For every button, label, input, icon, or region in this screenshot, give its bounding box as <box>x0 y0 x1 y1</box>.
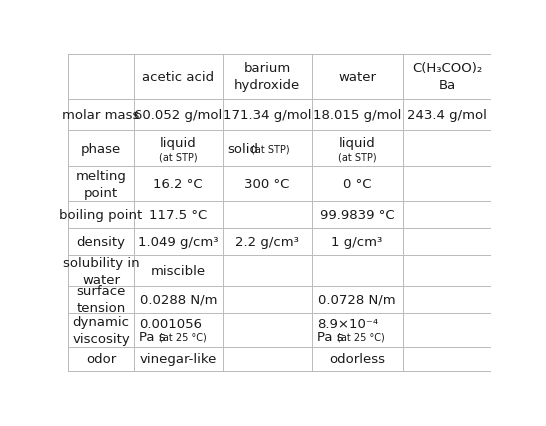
Bar <box>68 131 134 167</box>
Text: density: density <box>76 236 126 249</box>
Text: (at STP): (at STP) <box>251 144 290 154</box>
Bar <box>134 100 223 131</box>
Text: 60.052 g/mol: 60.052 g/mol <box>134 109 222 122</box>
Text: 99.9839 °C: 99.9839 °C <box>320 209 394 222</box>
Text: 0.0728 N/m: 0.0728 N/m <box>318 293 396 306</box>
Bar <box>223 202 312 229</box>
Text: 2.2 g/cm³: 2.2 g/cm³ <box>235 236 299 249</box>
Text: 0.001056: 0.001056 <box>139 317 202 331</box>
Bar <box>223 100 312 131</box>
Bar <box>134 256 223 286</box>
Bar <box>402 167 491 202</box>
Bar <box>134 347 223 371</box>
Text: water: water <box>338 71 376 83</box>
Bar <box>312 167 402 202</box>
Bar <box>134 229 223 256</box>
Bar <box>402 229 491 256</box>
Bar <box>402 131 491 167</box>
Bar <box>134 286 223 313</box>
Bar <box>402 256 491 286</box>
Text: odor: odor <box>86 353 116 366</box>
Text: 18.015 g/mol: 18.015 g/mol <box>313 109 401 122</box>
Bar <box>312 313 402 347</box>
Bar <box>223 347 312 371</box>
Text: solid: solid <box>228 142 259 155</box>
Bar <box>68 55 134 100</box>
Bar <box>402 286 491 313</box>
Text: boiling point: boiling point <box>60 209 143 222</box>
Text: barium
hydroxide: barium hydroxide <box>234 62 300 92</box>
Text: 0 °C: 0 °C <box>343 178 371 191</box>
Text: dynamic
viscosity: dynamic viscosity <box>72 315 130 345</box>
Text: odorless: odorless <box>329 353 385 366</box>
Bar <box>68 202 134 229</box>
Bar <box>134 313 223 347</box>
Bar <box>402 313 491 347</box>
Text: 16.2 °C: 16.2 °C <box>153 178 203 191</box>
Bar <box>68 286 134 313</box>
Bar <box>68 256 134 286</box>
Text: solubility in
water: solubility in water <box>63 256 139 286</box>
Text: acetic acid: acetic acid <box>142 71 215 83</box>
Bar <box>312 202 402 229</box>
Text: liquid: liquid <box>339 137 376 150</box>
Bar <box>134 202 223 229</box>
Bar <box>223 55 312 100</box>
Bar <box>68 167 134 202</box>
Bar <box>312 131 402 167</box>
Text: vinegar-like: vinegar-like <box>140 353 217 366</box>
Bar <box>402 55 491 100</box>
Text: Pa s: Pa s <box>139 330 165 343</box>
Bar <box>223 313 312 347</box>
Bar <box>68 229 134 256</box>
Text: (at 25 °C): (at 25 °C) <box>337 331 385 341</box>
Bar <box>223 131 312 167</box>
Text: 8.9×10⁻⁴: 8.9×10⁻⁴ <box>317 317 378 331</box>
Text: surface
tension: surface tension <box>76 285 126 314</box>
Bar <box>134 131 223 167</box>
Bar <box>223 167 312 202</box>
Text: Pa s: Pa s <box>317 330 343 343</box>
Bar <box>68 347 134 371</box>
Bar <box>402 202 491 229</box>
Text: 171.34 g/mol: 171.34 g/mol <box>223 109 311 122</box>
Bar <box>312 229 402 256</box>
Bar <box>312 256 402 286</box>
Text: liquid: liquid <box>160 137 197 150</box>
Text: 243.4 g/mol: 243.4 g/mol <box>407 109 487 122</box>
Text: phase: phase <box>81 142 121 155</box>
Bar <box>223 286 312 313</box>
Text: 1 g/cm³: 1 g/cm³ <box>331 236 383 249</box>
Text: (at 25 °C): (at 25 °C) <box>159 331 207 341</box>
Bar <box>68 313 134 347</box>
Bar <box>134 167 223 202</box>
Text: molar mass: molar mass <box>62 109 140 122</box>
Bar <box>312 286 402 313</box>
Bar <box>312 100 402 131</box>
Bar <box>223 229 312 256</box>
Text: 1.049 g/cm³: 1.049 g/cm³ <box>138 236 218 249</box>
Bar <box>68 100 134 131</box>
Text: (at STP): (at STP) <box>338 152 376 161</box>
Text: melting
point: melting point <box>75 169 127 199</box>
Text: 117.5 °C: 117.5 °C <box>149 209 207 222</box>
Bar <box>402 100 491 131</box>
Text: C(H₃COO)₂
Ba: C(H₃COO)₂ Ba <box>412 62 482 92</box>
Bar <box>134 55 223 100</box>
Text: 0.0288 N/m: 0.0288 N/m <box>140 293 217 306</box>
Text: (at STP): (at STP) <box>159 152 198 161</box>
Text: 300 °C: 300 °C <box>245 178 290 191</box>
Bar <box>312 55 402 100</box>
Bar <box>223 256 312 286</box>
Text: miscible: miscible <box>151 265 206 277</box>
Bar <box>312 347 402 371</box>
Bar <box>402 347 491 371</box>
